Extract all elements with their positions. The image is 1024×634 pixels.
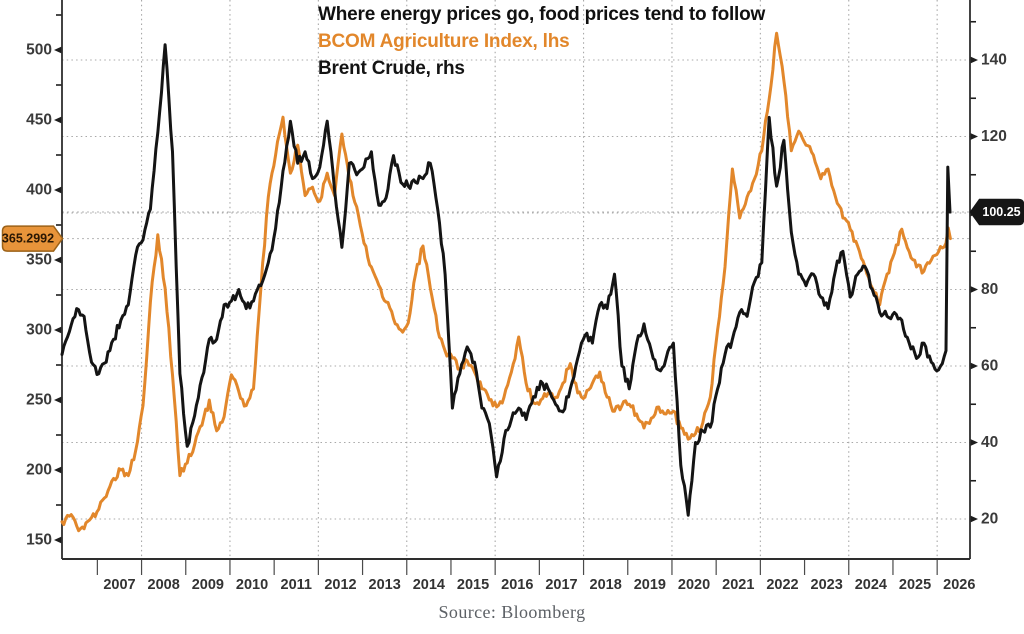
left-axis-tick-label: 400 (26, 182, 52, 199)
x-axis-year-label: 2016 (501, 577, 533, 593)
left-axis-major-tick (54, 186, 62, 194)
source-attribution: Source: Bloomberg (438, 602, 586, 622)
left-axis-tick-label: 200 (26, 462, 52, 479)
right-axis-major-tick (970, 362, 978, 370)
x-axis-year-label: 2013 (369, 577, 401, 593)
left-axis-major-tick (54, 326, 62, 334)
x-axis-year-label: 2022 (766, 577, 798, 593)
left-axis-major-tick (54, 46, 62, 54)
left-axis-major-tick (54, 536, 62, 544)
x-axis-year-label: 2012 (324, 577, 356, 593)
x-axis-year-label: 2007 (103, 577, 135, 593)
x-axis-year-label: 2011 (281, 577, 312, 593)
left-axis-major-tick (54, 466, 62, 474)
left-axis-tick-label: 450 (26, 112, 52, 129)
x-axis-year-label: 2026 (943, 577, 975, 593)
x-axis-year-label: 2019 (634, 577, 666, 593)
chart-title: Where energy prices go, food prices tend… (318, 4, 766, 25)
left-axis-major-tick (54, 256, 62, 264)
right-axis-major-tick (970, 285, 978, 294)
x-axis-year-label: 2008 (148, 577, 180, 593)
x-axis-year-label: 2025 (899, 577, 931, 593)
x-axis-year-label: 2010 (236, 577, 268, 593)
right-axis-tick-label: 140 (981, 52, 1007, 69)
brent-crude-line-last-price-label: 100.25 (982, 205, 1020, 219)
left-axis-tick-label: 350 (26, 252, 52, 269)
right-axis-tick-label: 20 (981, 511, 998, 528)
x-axis-year-label: 2015 (457, 577, 489, 593)
right-axis-tick-label: 120 (981, 128, 1007, 145)
legend-brent-crude: Brent Crude, rhs (318, 58, 465, 79)
bcom-agriculture-line-last-price-tag (1, 225, 64, 252)
x-axis-year-label: 2020 (678, 577, 710, 593)
right-axis-major-tick (970, 132, 978, 141)
right-axis-tick-label: 60 (981, 358, 998, 375)
right-axis-tick-label: 40 (981, 434, 998, 451)
left-axis-major-tick (54, 396, 62, 404)
legend-bcom-agriculture: BCOM Agriculture Index, lhs (318, 31, 570, 52)
x-axis-year-label: 2024 (855, 577, 887, 593)
left-axis-tick-label: 500 (26, 42, 52, 59)
x-axis-year-label: 2009 (192, 577, 224, 593)
left-axis-tick-label: 300 (26, 322, 52, 339)
x-axis-year-label: 2018 (590, 577, 622, 593)
right-axis-major-tick (970, 56, 978, 64)
left-axis-major-tick (54, 116, 62, 124)
bcom-agriculture-line (60, 31, 952, 533)
bcom-agriculture-line-last-price-label: 365.2992 (2, 232, 54, 246)
left-axis-tick-label: 150 (26, 532, 52, 549)
x-axis-year-label: 2021 (722, 577, 754, 593)
x-axis-year-label: 2023 (811, 577, 843, 593)
right-axis-major-tick (970, 515, 978, 523)
left-axis-tick-label: 250 (26, 392, 52, 409)
x-axis-year-label: 2014 (413, 577, 445, 593)
right-axis-major-tick (970, 438, 978, 447)
right-axis-tick-label: 80 (981, 281, 998, 298)
x-axis-year-label: 2017 (545, 577, 577, 593)
brent-crude-line (60, 43, 952, 517)
